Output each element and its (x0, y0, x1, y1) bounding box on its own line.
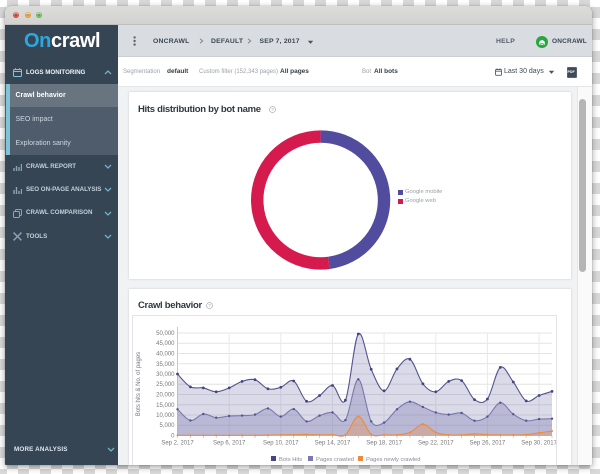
svg-text:Sep 10, 2017: Sep 10, 2017 (263, 440, 299, 446)
svg-text:30,000: 30,000 (156, 372, 175, 378)
svg-text:Sep 2, 2017: Sep 2, 2017 (161, 440, 194, 446)
svg-text:50,000: 50,000 (156, 331, 175, 337)
svg-text:0: 0 (171, 433, 175, 439)
svg-text:Sep 14, 2017: Sep 14, 2017 (315, 440, 351, 446)
svg-text:Pages crawled: Pages crawled (316, 457, 354, 463)
svg-text:10,000: 10,000 (156, 413, 175, 419)
svg-text:20,000: 20,000 (156, 392, 175, 398)
svg-text:Bots hits & No. of pages: Bots hits & No. of pages (136, 351, 142, 415)
svg-text:?: ? (208, 303, 211, 308)
svg-text:40,000: 40,000 (156, 351, 175, 357)
svg-text:15,000: 15,000 (156, 402, 175, 408)
svg-text:45,000: 45,000 (156, 341, 175, 347)
svg-text:Sep 18, 2017: Sep 18, 2017 (366, 440, 402, 446)
svg-text:Sep 22, 2017: Sep 22, 2017 (418, 440, 454, 446)
svg-text:35,000: 35,000 (156, 361, 175, 367)
svg-text:25,000: 25,000 (156, 382, 175, 388)
svg-text:Sep 30, 2017: Sep 30, 2017 (521, 440, 556, 446)
svg-text:Pages newly crawled: Pages newly crawled (366, 457, 420, 463)
svg-text:?: ? (271, 107, 274, 112)
svg-text:Bots Hits: Bots Hits (279, 457, 302, 463)
svg-text:5,000: 5,000 (159, 423, 175, 429)
svg-text:Sep 6, 2017: Sep 6, 2017 (213, 440, 246, 446)
svg-text:Sep 26, 2017: Sep 26, 2017 (470, 440, 506, 446)
